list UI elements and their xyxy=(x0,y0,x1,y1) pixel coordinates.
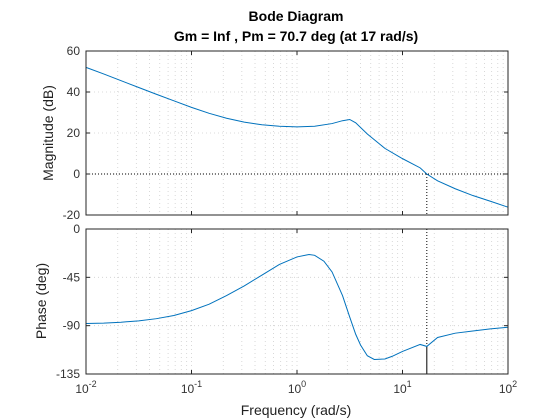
phase-ticks: 0 -45 -90 -135 xyxy=(56,222,509,381)
x-tick-label: 100 xyxy=(288,379,306,396)
y-tick-label: 0 xyxy=(73,167,80,181)
x-tick-label: 102 xyxy=(499,379,517,396)
phase-axis-label: Phase (deg) xyxy=(33,263,49,339)
y-tick-label: -135 xyxy=(56,367,80,381)
chart-title: Bode Diagram xyxy=(249,8,344,24)
x-tick-label: 10-1 xyxy=(181,379,202,396)
phase-curve-layer xyxy=(85,253,509,361)
y-tick-label: -90 xyxy=(63,319,81,333)
y-tick-label: 0 xyxy=(73,222,80,236)
y-tick-label: -20 xyxy=(63,208,81,222)
frequency-axis-label: Frequency (rad/s) xyxy=(241,402,351,418)
x-tick-label: 101 xyxy=(393,379,411,396)
phase-panel: 0 -45 -90 -135 xyxy=(56,222,509,381)
magnitude-panel: 60 40 20 0 -20 xyxy=(63,44,509,222)
y-tick-label: 20 xyxy=(67,126,81,140)
phase-response-curve xyxy=(85,253,509,361)
y-tick-label: 60 xyxy=(67,44,81,58)
magnitude-axis-label: Magnitude (dB) xyxy=(40,85,56,181)
y-tick-label: 40 xyxy=(67,85,81,99)
chart-subtitle: Gm = Inf , Pm = 70.7 deg (at 17 rad/s) xyxy=(174,28,418,44)
magnitude-curve-layer xyxy=(85,66,509,208)
magnitude-response-curve xyxy=(85,66,509,208)
x-tick-label: 10-2 xyxy=(75,379,96,396)
y-tick-label: -45 xyxy=(63,270,81,284)
phase-grid xyxy=(86,229,508,374)
frequency-axis-ticks: 10-2 10-1 100 101 102 xyxy=(75,379,517,396)
magnitude-ticks: 60 40 20 0 -20 xyxy=(63,44,509,222)
